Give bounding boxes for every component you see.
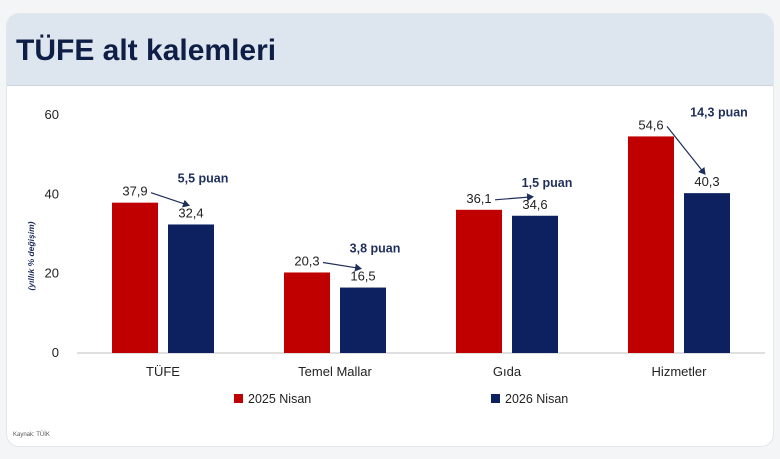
y-tick-label: 20 (45, 266, 59, 281)
data-label: 54,6 (638, 117, 663, 132)
header-band: TÜFE alt kalemleri (7, 14, 773, 86)
bar (112, 202, 158, 353)
data-label: 40,3 (694, 174, 719, 189)
bar (284, 272, 330, 353)
y-tick-label: 40 (45, 186, 59, 201)
data-label: 34,6 (522, 197, 547, 212)
bar (684, 193, 730, 353)
data-label: 37,9 (122, 184, 147, 199)
x-tick-label: TÜFE (146, 364, 180, 379)
legend-swatch (234, 394, 243, 403)
data-label: 32,4 (178, 205, 203, 220)
y-axis-label: (yıllık % değişim) (26, 221, 36, 290)
bar (628, 136, 674, 353)
change-annotation: 14,3 puan (690, 105, 748, 119)
data-label: 20,3 (294, 253, 319, 268)
x-tick-label: Hizmetler (652, 364, 708, 379)
x-tick-label: Gıda (493, 364, 522, 379)
page-title: TÜFE alt kalemleri (16, 34, 277, 67)
bar (168, 224, 214, 353)
change-arrow (494, 193, 534, 202)
change-annotation: 5,5 puan (178, 172, 229, 186)
bar (512, 215, 558, 353)
legend-swatch (491, 394, 500, 403)
x-tick-label: Temel Mallar (298, 364, 372, 379)
bar (340, 287, 386, 353)
legend-label: 2025 Nisan (248, 392, 311, 406)
change-annotation: 1,5 puan (522, 176, 573, 190)
data-label: 16,5 (350, 269, 375, 284)
y-tick-label: 60 (45, 107, 59, 122)
bar (456, 209, 502, 353)
data-label: 36,1 (466, 191, 491, 206)
change-annotation: 3,8 puan (350, 241, 401, 255)
change-arrow (666, 126, 706, 175)
source-note: Kaynak: TÜİK (13, 431, 50, 438)
chart-card: TÜFE alt kalemleri 0 20 40 60 (yıllık % deği… (7, 14, 773, 446)
legend-label: 2026 Nisan (505, 392, 568, 406)
change-arrow (150, 192, 190, 208)
y-tick-label: 0 (52, 345, 59, 360)
change-arrow (322, 261, 362, 272)
bar-chart: 0 20 40 60 (yıllık % değişim) TÜFE 37,9 32,4 Te… (13, 105, 765, 438)
